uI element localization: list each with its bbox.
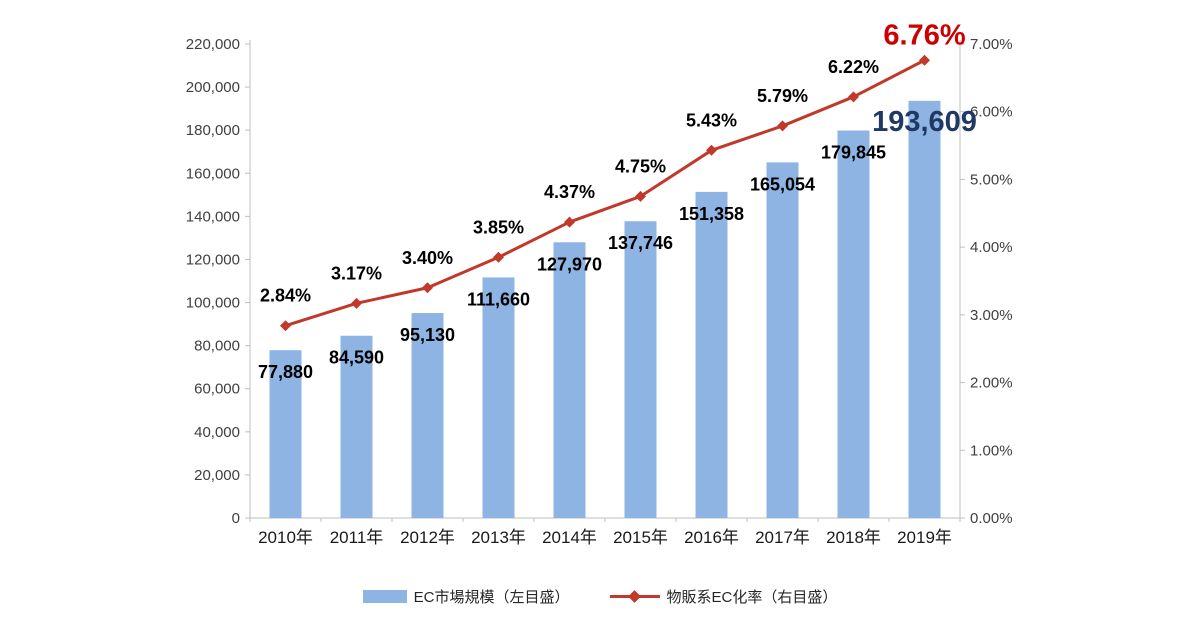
line-value-label: 5.43%	[686, 110, 737, 130]
x-axis-label: 2019年	[897, 528, 952, 547]
bar-value-label: 179,845	[821, 143, 886, 163]
line-marker-diamond	[351, 297, 362, 309]
left-axis-tick-label: 140,000	[186, 208, 240, 225]
legend: EC市場規模（左目盛） 物販系EC化率（右目盛）	[0, 586, 1200, 607]
x-axis-label: 2013年	[471, 528, 526, 547]
line-value-label: 3.40%	[402, 248, 453, 268]
bar-2014年	[553, 242, 586, 518]
bar-2017年	[766, 162, 799, 518]
legend-label-line-series: 物販系EC化率（右目盛）	[666, 589, 838, 606]
left-axis-tick-label: 220,000	[186, 36, 240, 53]
diamond-marker-icon	[627, 590, 641, 603]
right-axis-tick-label: 6.00%	[970, 104, 1013, 121]
right-axis-tick-label: 4.00%	[970, 239, 1013, 256]
bar-value-label: 111,660	[467, 289, 530, 309]
line-value-label: 4.37%	[544, 182, 595, 202]
ec-market-combo-chart: 0 20,000 40,000 60,000 80,000 100,000 120,000 1…	[186, 19, 1013, 547]
bar-2013年	[482, 277, 515, 518]
bar-value-label: 84,590	[329, 348, 384, 368]
bar-2015年	[624, 221, 657, 519]
line-marker-diamond	[564, 216, 575, 228]
left-axis-tick-label: 120,000	[186, 251, 240, 268]
bar-value-label: 77,880	[258, 362, 313, 382]
x-axis-label: 2016年	[684, 528, 739, 547]
ec-rate-line	[285, 58, 926, 328]
bar-value-label: 127,970	[537, 254, 602, 274]
line-marker-diamond	[706, 144, 717, 156]
legend-item-bar-series: EC市場規模（左目盛）	[362, 586, 570, 607]
legend-label-bar-series: EC市場規模（左目盛）	[413, 589, 570, 606]
left-axis-tick-label: 100,000	[186, 295, 240, 312]
bar-value-label: 151,358	[679, 204, 744, 224]
right-axis-tick-label: 1.00%	[970, 442, 1013, 459]
x-axis-label: 2014年	[542, 528, 597, 547]
x-axis-label: 2017年	[755, 528, 810, 547]
left-axis-tick-label: 160,000	[186, 165, 240, 182]
bar-2011年	[340, 335, 373, 518]
line-marker-diamond	[635, 190, 646, 202]
line-value-label: 6.22%	[828, 57, 879, 77]
line-value-label: 5.79%	[757, 86, 808, 106]
line-marker-diamond	[280, 320, 291, 332]
left-axis-tick-label: 20,000	[194, 467, 240, 484]
line-value-label: 6.76%	[883, 19, 965, 51]
bar-value-label: 165,054	[750, 174, 815, 194]
bar-value-label: 95,130	[400, 325, 455, 345]
bar-2018年	[837, 130, 870, 518]
line-marker-diamond	[777, 120, 788, 132]
line-value-label: 4.75%	[615, 156, 666, 176]
line-marker-diamond	[919, 54, 930, 66]
legend-item-line-series: 物販系EC化率（右目盛）	[609, 586, 838, 607]
line-value-label: 3.17%	[331, 263, 382, 283]
right-axis-tick-label: 3.00%	[970, 307, 1013, 324]
left-axis-tick-label: 40,000	[194, 424, 240, 441]
x-axis-label: 2012年	[400, 528, 455, 547]
line-marker-diamond	[422, 282, 433, 294]
bar-series-swatch-icon	[362, 590, 407, 603]
x-axis-label: 2018年	[826, 528, 881, 547]
right-axis-tick-label: 2.00%	[970, 375, 1013, 392]
line-marker-diamond	[848, 91, 859, 103]
bar-2019年	[908, 100, 941, 519]
line-series-swatch-icon	[609, 590, 660, 603]
left-axis-tick-label: 0	[232, 510, 240, 527]
right-axis-tick-label: 7.00%	[970, 36, 1013, 53]
bar-value-label: 137,746	[608, 233, 673, 253]
bar-2012年	[411, 313, 444, 518]
bar-value-label: 193,609	[872, 106, 977, 138]
left-axis-tick-label: 180,000	[186, 122, 240, 139]
x-axis-label: 2011年	[330, 528, 384, 547]
bar-2010年	[269, 350, 302, 518]
left-axis-tick-label: 200,000	[186, 79, 240, 96]
right-axis-tick-label: 5.00%	[970, 171, 1013, 188]
x-axis-label: 2015年	[613, 528, 668, 547]
line-value-label: 3.85%	[473, 217, 524, 237]
left-axis-tick-label: 80,000	[194, 338, 240, 355]
line-marker-diamond	[493, 251, 504, 263]
right-axis-tick-label: 0.00%	[970, 510, 1013, 527]
left-axis-tick-label: 60,000	[194, 381, 240, 398]
bar-2016年	[695, 191, 728, 518]
line-value-label: 2.84%	[260, 286, 311, 306]
x-axis-label: 2010年	[258, 528, 313, 547]
